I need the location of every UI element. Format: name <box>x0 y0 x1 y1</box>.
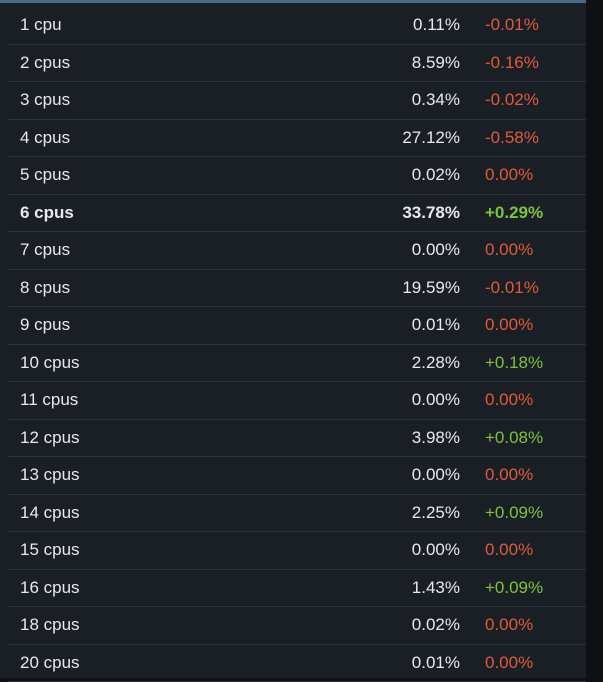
row-change: 0.00% <box>460 615 533 635</box>
row-change: +0.08% <box>460 428 543 448</box>
row-label: 9 cpus <box>8 315 320 335</box>
row-change: -0.01% <box>460 278 539 298</box>
row-label: 7 cpus <box>8 240 320 260</box>
row-percent: 0.00% <box>320 390 460 410</box>
row-label: 11 cpus <box>8 390 320 410</box>
row-label: 8 cpus <box>8 278 320 298</box>
row-label: 2 cpus <box>8 53 320 73</box>
row-label: 15 cpus <box>8 540 320 560</box>
row-percent: 8.59% <box>320 53 460 73</box>
row-change: 0.00% <box>460 465 533 485</box>
row-percent: 0.11% <box>320 15 460 35</box>
row-label: 1 cpu <box>8 15 320 35</box>
row-label: 12 cpus <box>8 428 320 448</box>
row-percent: 0.34% <box>320 90 460 110</box>
row-change: 0.00% <box>460 653 533 673</box>
row-change: +0.29% <box>460 203 543 223</box>
row-percent: 2.25% <box>320 503 460 523</box>
row-label: 4 cpus <box>8 128 320 148</box>
row-percent: 1.43% <box>320 578 460 598</box>
row-label: 18 cpus <box>8 615 320 635</box>
row-percent: 0.01% <box>320 653 460 673</box>
row-percent: 2.28% <box>320 353 460 373</box>
row-label: 5 cpus <box>8 165 320 185</box>
row-change: +0.09% <box>460 503 543 523</box>
row-label: 10 cpus <box>8 353 320 373</box>
row-change: 0.00% <box>460 240 533 260</box>
row-label: 13 cpus <box>8 465 320 485</box>
row-percent: 0.00% <box>320 540 460 560</box>
row-change: +0.09% <box>460 578 543 598</box>
row-change: -0.58% <box>460 128 539 148</box>
row-change: -0.02% <box>460 90 539 110</box>
row-change: -0.01% <box>460 15 539 35</box>
row-percent: 3.98% <box>320 428 460 448</box>
row-change: +0.18% <box>460 353 543 373</box>
row-percent: 0.00% <box>320 465 460 485</box>
row-percent: 19.59% <box>320 278 460 298</box>
row-percent: 33.78% <box>320 203 460 223</box>
row-label: 6 cpus <box>8 203 320 223</box>
row-change: 0.00% <box>460 165 533 185</box>
row-percent: 0.02% <box>320 615 460 635</box>
row-percent: 27.12% <box>320 128 460 148</box>
row-change: 0.00% <box>460 315 533 335</box>
row-label: 16 cpus <box>8 578 320 598</box>
row-change: 0.00% <box>460 390 533 410</box>
row-label: 3 cpus <box>8 90 320 110</box>
row-change: 0.00% <box>460 540 533 560</box>
row-percent: 0.02% <box>320 165 460 185</box>
row-label: 14 cpus <box>8 503 320 523</box>
row-label: 20 cpus <box>8 653 320 673</box>
row-percent: 0.00% <box>320 240 460 260</box>
row-change: -0.16% <box>460 53 539 73</box>
row-percent: 0.01% <box>320 315 460 335</box>
